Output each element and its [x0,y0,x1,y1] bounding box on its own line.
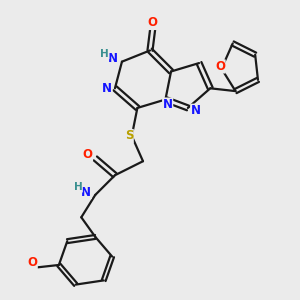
Text: H: H [100,49,109,59]
Text: H: H [74,182,82,192]
Text: O: O [27,256,37,269]
Text: N: N [102,82,112,95]
Text: N: N [81,186,91,199]
Text: N: N [163,98,173,111]
Text: N: N [191,104,201,117]
Text: O: O [82,148,92,161]
Text: O: O [148,16,158,29]
Text: N: N [108,52,118,65]
Text: S: S [125,130,133,142]
Text: O: O [215,60,225,73]
